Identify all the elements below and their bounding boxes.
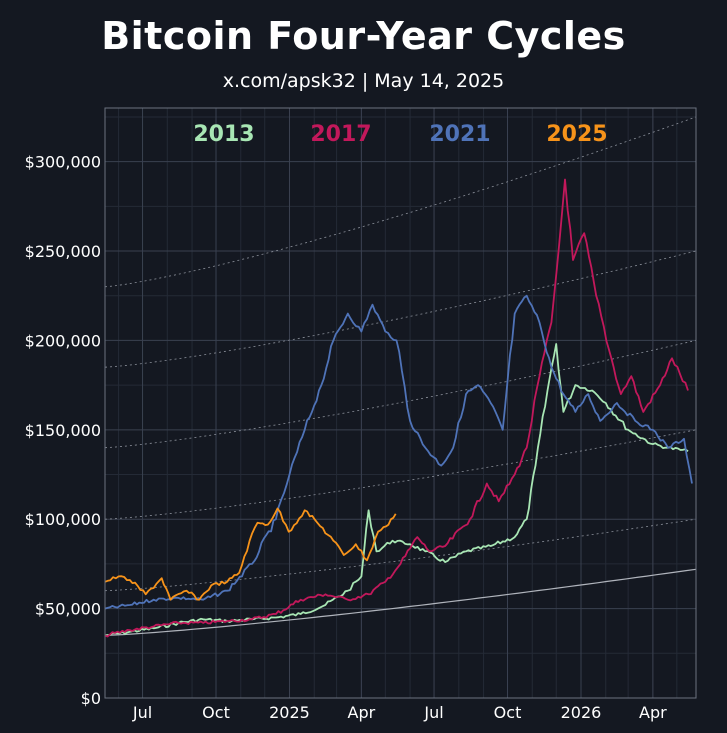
y-tick-label: $0: [81, 689, 101, 708]
reference-curve: [104, 116, 697, 288]
legend-label-2017: 2017: [310, 122, 371, 147]
legend-label-2013: 2013: [193, 122, 254, 147]
reference-curve: [104, 250, 697, 368]
series-line-2013: [104, 343, 689, 637]
series-line-2021: [104, 294, 693, 610]
x-tick-label: Jul: [423, 703, 443, 722]
x-tick-label: Apr: [348, 703, 376, 722]
x-tick-label: Jul: [132, 703, 152, 722]
y-tick-label: $200,000: [25, 331, 101, 350]
legend-label-2025: 2025: [546, 122, 607, 147]
x-tick-label: Oct: [202, 703, 230, 722]
y-tick-label: $50,000: [35, 600, 101, 619]
x-tick-label: Apr: [639, 703, 667, 722]
reference-curve: [104, 568, 697, 636]
x-tick-label: 2025: [269, 703, 310, 722]
x-tick-label: 2026: [561, 703, 602, 722]
series-line-2025: [104, 507, 397, 601]
series-line-2017: [104, 178, 689, 638]
x-tick-label: Oct: [494, 703, 522, 722]
reference-curve: [104, 340, 697, 449]
chart-title: Bitcoin Four-Year Cycles: [101, 14, 626, 58]
chart-subtitle: x.com/apsk32 | May 14, 2025: [222, 70, 505, 92]
y-tick-label: $250,000: [25, 242, 101, 261]
y-tick-label: $300,000: [25, 153, 101, 172]
y-tick-label: $100,000: [25, 510, 101, 529]
plot-frame: [104, 107, 697, 699]
legend-label-2021: 2021: [429, 122, 490, 147]
reference-curve: [104, 518, 697, 592]
y-tick-label: $150,000: [25, 421, 101, 440]
